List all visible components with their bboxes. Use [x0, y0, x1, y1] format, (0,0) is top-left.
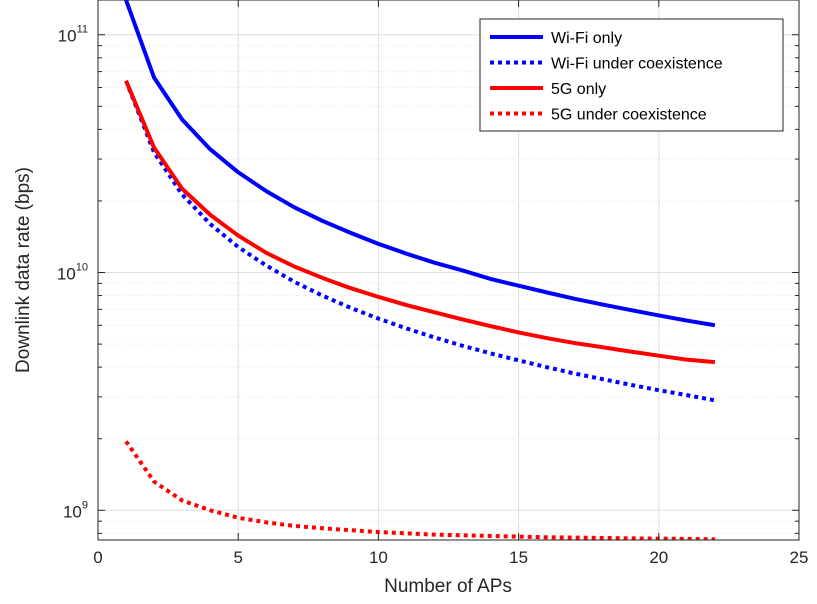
- series-line-5g-under-coexistence: [124, 440, 715, 540]
- y-axis-label: Downlink data rate (bps): [13, 167, 34, 373]
- series-line-wi-fi-only: [124, 0, 716, 328]
- legend-label-wi-fi-only: Wi-Fi only: [551, 30, 622, 47]
- series-line-wi-fi-under-coexistence: [124, 80, 716, 403]
- x-tick-label: 20: [649, 548, 668, 567]
- y-tick-label-base: 10: [63, 502, 82, 521]
- y-tick-label-exponent: 9: [82, 499, 88, 511]
- series-layer: [124, 0, 716, 540]
- x-tick-label: 0: [93, 548, 102, 567]
- y-tick-label-exponent: 11: [77, 24, 88, 36]
- legend: Wi-Fi only Wi-Fi under coexistence 5G only…: [479, 18, 784, 132]
- y-tick-label-base: 10: [57, 265, 76, 284]
- y-tick-label: 1010: [57, 262, 88, 284]
- y-tick-label: 109: [63, 499, 88, 521]
- legend-label-5g-only: 5G only: [551, 81, 606, 98]
- x-axis-label: Number of APs: [384, 576, 512, 597]
- series-line-5g-only: [124, 80, 716, 365]
- legend-label-5g-under-coexistence: 5G under coexistence: [551, 107, 707, 124]
- legend-label-wi-fi-under-coexistence: Wi-Fi under coexistence: [551, 56, 723, 73]
- x-tick-label: 10: [369, 548, 388, 567]
- x-tick-label: 25: [790, 548, 809, 567]
- plot-area-border: [97, 0, 800, 541]
- x-tick-label: 15: [509, 548, 528, 567]
- y-tick-label-exponent: 10: [76, 262, 88, 274]
- y-tick-label: 1011: [58, 24, 88, 46]
- y-tick-label-base: 10: [58, 27, 77, 46]
- x-tick-label: 5: [233, 548, 242, 567]
- ticks: [97, 0, 800, 540]
